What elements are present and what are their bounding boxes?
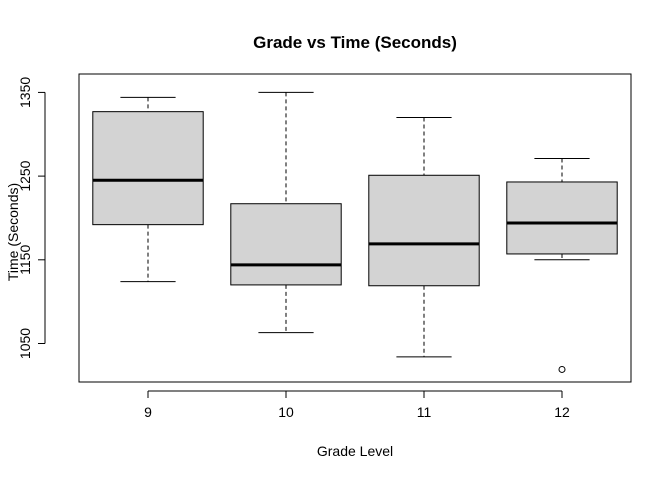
y-axis-label: Time (Seconds) bbox=[5, 183, 21, 281]
y-tick-label: 1050 bbox=[17, 328, 33, 359]
grade-10-box bbox=[230, 203, 342, 286]
plot-frame bbox=[78, 73, 632, 383]
x-tick-label: 9 bbox=[144, 404, 152, 420]
x-tick-label: 11 bbox=[417, 404, 432, 420]
y-tick-label: 1250 bbox=[17, 160, 33, 191]
grade-11-box bbox=[368, 174, 480, 287]
x-tick-label: 12 bbox=[554, 404, 570, 420]
plot-marks: 1050 1150 1250 1350 9 10 11 12 bbox=[17, 77, 618, 420]
grade-12-outlier-point bbox=[558, 365, 566, 373]
y-tick-label: 1350 bbox=[17, 77, 33, 108]
grade-12-box bbox=[506, 181, 618, 255]
grade-9-box bbox=[92, 111, 204, 226]
x-tick-label: 10 bbox=[278, 404, 294, 420]
x-axis-label: Grade Level bbox=[317, 443, 393, 459]
chart-title: Grade vs Time (Seconds) bbox=[253, 33, 457, 52]
y-tick-label: 1150 bbox=[17, 245, 33, 275]
